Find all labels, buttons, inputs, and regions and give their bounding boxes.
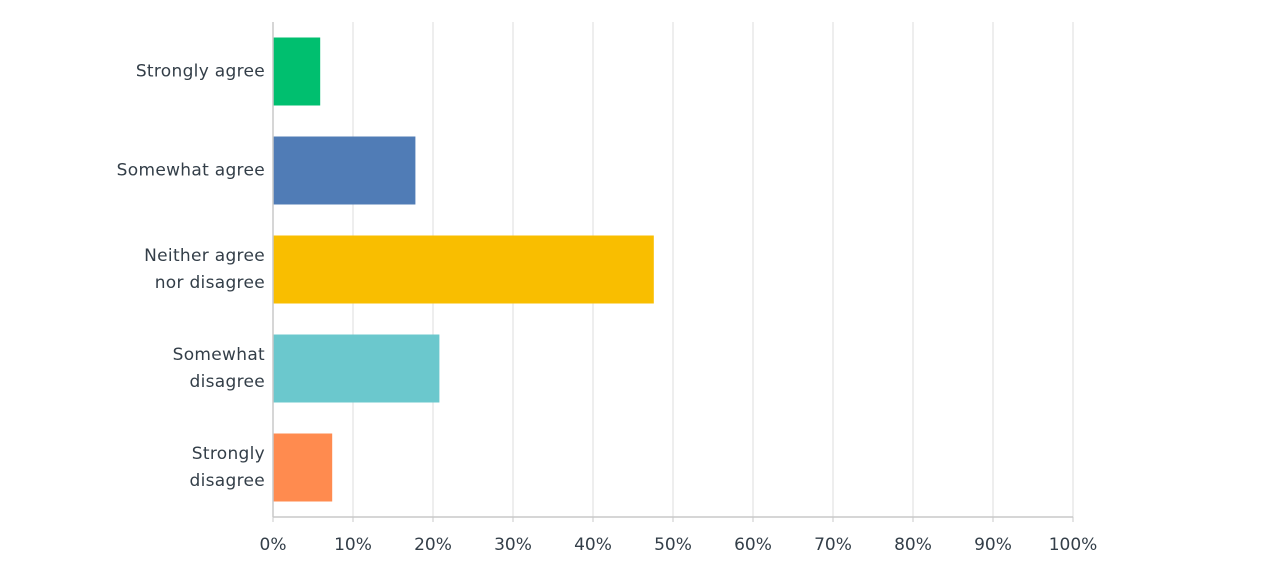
x-tick-label: 30% <box>494 535 532 555</box>
x-tick-label: 70% <box>814 535 852 555</box>
x-tick-label: 40% <box>574 535 612 555</box>
category-label: Neither agree nor disagree <box>144 245 265 293</box>
x-tick-label: 60% <box>734 535 772 555</box>
x-tick-label: 50% <box>654 535 692 555</box>
category-label: Strongly agree <box>135 61 265 81</box>
category-label: Somewhat agree <box>116 160 265 180</box>
bar <box>273 136 416 205</box>
x-tick-label: 90% <box>974 535 1012 555</box>
category-label: Somewhat disagree <box>172 344 265 392</box>
bar <box>273 334 440 403</box>
x-tick-label: 100% <box>1049 535 1098 555</box>
bar <box>273 37 321 106</box>
x-tick-label: 0% <box>260 535 287 555</box>
x-tick-label: 10% <box>334 535 372 555</box>
x-tick-label: 20% <box>414 535 452 555</box>
bar <box>273 433 333 502</box>
bar <box>273 235 654 304</box>
category-label: Strongly disagree <box>189 443 265 491</box>
x-tick-label: 80% <box>894 535 932 555</box>
